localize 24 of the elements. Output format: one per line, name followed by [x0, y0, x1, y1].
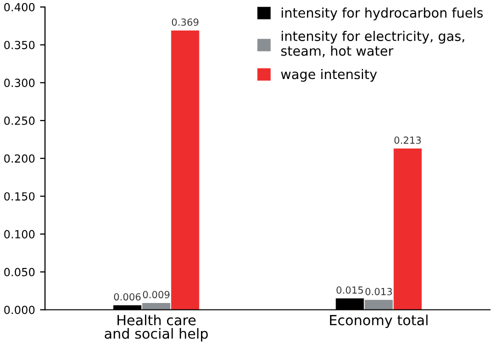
x-tick-label: Health care and social help [104, 314, 208, 342]
y-tick-label: 0.100 [4, 230, 35, 238]
y-tick-label: 0.400 [4, 2, 35, 12]
bar [394, 148, 422, 310]
data-label: 0.213 [394, 136, 421, 144]
y-tick-label: 0.250 [4, 116, 35, 125]
y-tick-label: 0.300 [4, 78, 35, 88]
data-label: 0.009 [142, 290, 170, 298]
legend-label: intensity for hydrocarbon fuels [282, 8, 483, 20]
bar [142, 302, 170, 310]
bar [364, 300, 393, 310]
legend-label: wage intensity [281, 68, 377, 82]
legend-label: intensity for electricity, gas, steam, hot water [281, 30, 464, 58]
y-tick-label: 0.050 [4, 268, 35, 276]
x-tick-label: Economy total [330, 314, 428, 328]
y-tick-label: 0.150 [4, 192, 35, 201]
data-label: 0.013 [365, 288, 392, 296]
data-label: 0.006 [114, 293, 141, 301]
data-label: 0.015 [336, 286, 363, 294]
data-label: 0.369 [172, 18, 198, 26]
y-tick-label: 0.200 [4, 154, 35, 163]
y-tick-label: 0.000 [4, 306, 35, 314]
bar [171, 30, 200, 310]
y-tick-label: 0.350 [4, 40, 35, 50]
